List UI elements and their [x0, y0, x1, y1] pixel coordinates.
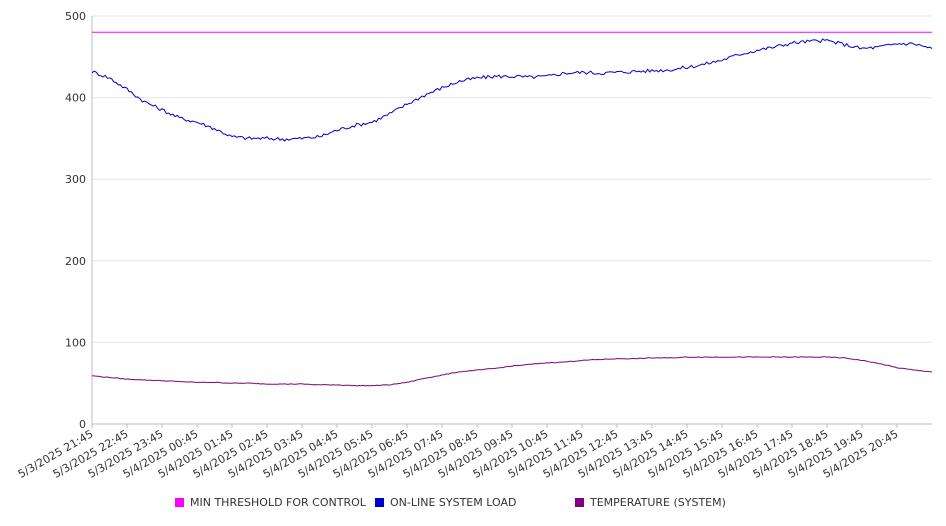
y-tick-label: 100 [65, 336, 86, 349]
series-lines [91, 31, 933, 387]
legend-item-system-load: ON-LINE SYSTEM LOAD [375, 496, 516, 509]
legend: MIN THRESHOLD FOR CONTROL ON-LINE SYSTEM… [0, 496, 946, 516]
legend-item-min-threshold: MIN THRESHOLD FOR CONTROL [175, 496, 366, 509]
legend-swatch-system-load [375, 498, 384, 507]
y-tick-label: 200 [65, 255, 86, 268]
series-line-temperature-system [92, 356, 933, 387]
legend-label-temperature: TEMPERATURE (SYSTEM) [590, 496, 726, 509]
x-axis-ticks: 5/3/2025 21:455/3/2025 22:455/3/2025 23:… [16, 424, 901, 481]
legend-label-min-threshold: MIN THRESHOLD FOR CONTROL [190, 496, 366, 509]
legend-swatch-min-threshold [175, 498, 184, 507]
y-tick-label: 0 [79, 418, 86, 431]
y-axis-ticks: 0 100 200 300 400 500 [65, 10, 86, 431]
y-tick-label: 400 [65, 92, 86, 105]
legend-item-temperature: TEMPERATURE (SYSTEM) [575, 496, 726, 509]
y-tick-label: 300 [65, 173, 86, 186]
gridlines [92, 15, 932, 343]
legend-swatch-temperature [575, 498, 584, 507]
series-line-on-line-system-load [91, 38, 933, 142]
legend-label-system-load: ON-LINE SYSTEM LOAD [390, 496, 517, 509]
y-tick-label: 500 [65, 10, 86, 23]
